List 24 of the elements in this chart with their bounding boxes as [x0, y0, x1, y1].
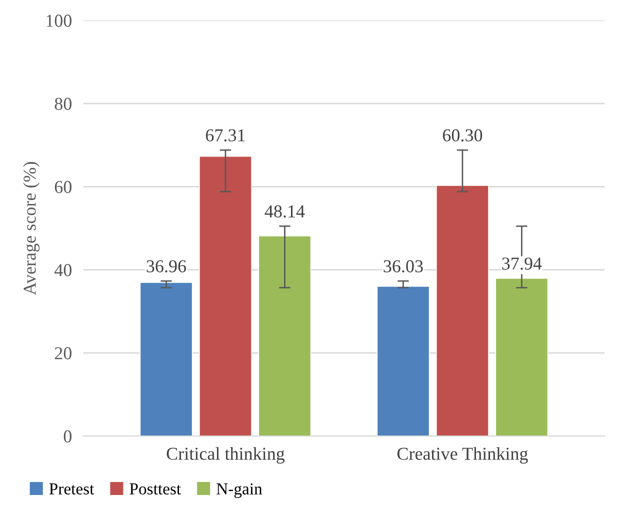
bar — [140, 282, 193, 436]
y-tick-label: 0 — [64, 430, 72, 442]
legend-label: Posttest — [130, 483, 181, 495]
legend-label: N-gain — [216, 483, 262, 498]
data-label: 37.94 — [502, 258, 542, 270]
bar — [258, 236, 312, 436]
y-tick-label: 40 — [54, 264, 72, 276]
y-tick-label: 100 — [46, 14, 72, 27]
y-tick-label: 20 — [54, 347, 72, 360]
data-label: 36.03 — [384, 260, 423, 272]
x-tick-label: Creative Thinking — [397, 447, 528, 464]
y-tick-label: 80 — [54, 98, 72, 110]
bar — [198, 156, 252, 436]
data-label: 48.14 — [264, 205, 305, 218]
legend-label: Pretest — [49, 483, 94, 495]
y-axis-title: Average score (%) — [23, 162, 40, 296]
data-label: 60.30 — [442, 129, 482, 142]
data-label: 36.96 — [146, 260, 186, 272]
bar — [495, 278, 548, 436]
y-tick-label: 60 — [54, 180, 72, 194]
bar — [436, 184, 489, 436]
x-tick-label: Critical thinking — [166, 447, 285, 464]
data-label: 67.31 — [206, 129, 245, 142]
bar — [376, 286, 430, 436]
